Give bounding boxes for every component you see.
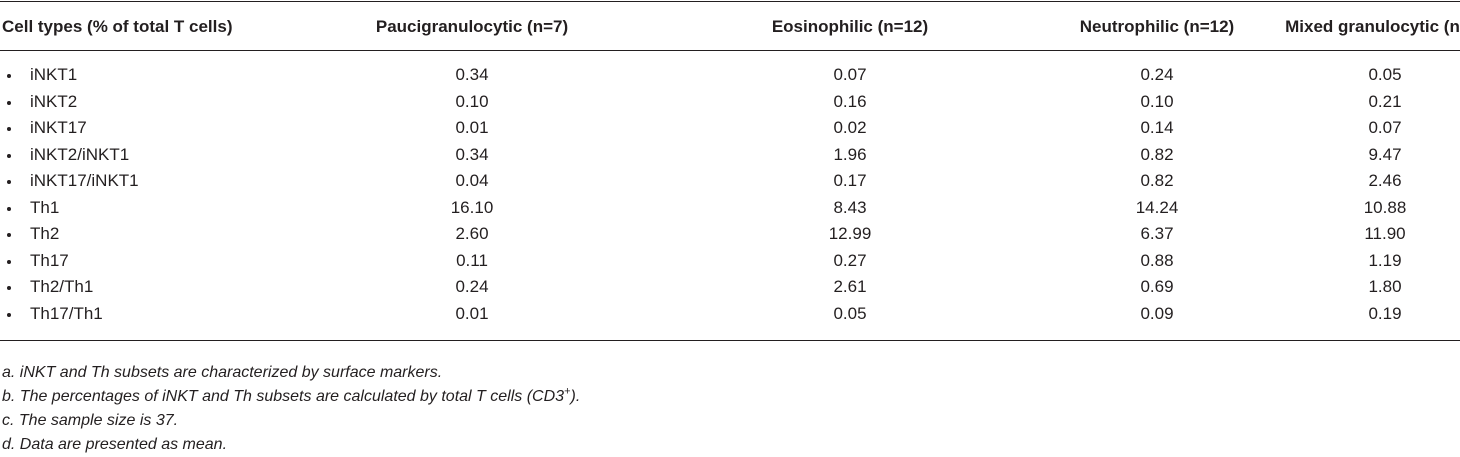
cell-value: 0.16 (833, 91, 867, 111)
bullet (7, 259, 11, 264)
row-label: Th17/Th1 (30, 303, 103, 323)
cell-value: 0.01 (455, 303, 489, 323)
cell-value: 12.99 (828, 224, 872, 243)
footnote: d. Data are presented as mean. (2, 435, 227, 455)
cell-value: 0.02 (833, 118, 867, 137)
row-label: iNKT1 (30, 65, 78, 84)
footnote-text: b. The percentages of iNKT and Th subset… (2, 388, 565, 405)
footnote: b. The percentages of iNKT and Th subset… (2, 385, 581, 407)
cell-value: 0.09 (1140, 303, 1174, 323)
row-label: iNKT2/iNKT1 (30, 144, 130, 164)
row-label: Th2 (30, 224, 60, 243)
cell-value: 0.69 (1140, 277, 1174, 296)
cell-value: 9.47 (1368, 144, 1402, 164)
footnote-text: a. iNKT and Th subsets are characterized… (2, 364, 443, 381)
bullet (7, 127, 11, 131)
bullet (7, 180, 11, 184)
footnote-text: c. The sample size is 37. (2, 412, 179, 429)
row-label: iNKT17 (30, 118, 87, 137)
cell-value: 0.27 (833, 250, 867, 270)
cell-value: 10.88 (1363, 197, 1407, 217)
cell-value: 0.21 (1368, 91, 1402, 111)
column-header: Neutrophilic (n=12) (1079, 17, 1235, 36)
row-label: Th2/Th1 (30, 277, 94, 296)
cell-value: 14.24 (1135, 197, 1179, 217)
footnote-text: ). (570, 388, 581, 405)
header-rule (0, 50, 1460, 51)
footnote: c. The sample size is 37. (2, 411, 178, 431)
footnote-text: d. Data are presented as mean. (2, 436, 228, 453)
bottom-rule (0, 340, 1460, 341)
bullet (7, 286, 11, 290)
row-label: Th1 (30, 197, 60, 217)
cell-value: 1.80 (1368, 277, 1402, 296)
cell-value: 0.88 (1140, 250, 1174, 270)
superscript: + (564, 385, 571, 398)
row-label: iNKT17/iNKT1 (30, 171, 139, 190)
row-label: iNKT2 (30, 91, 78, 111)
cell-value: 0.01 (455, 118, 489, 137)
bullet (7, 312, 11, 317)
column-header: Mixed granulocytic (n=6) (1285, 17, 1460, 36)
bullet (7, 100, 11, 105)
cell-value: 2.46 (1368, 171, 1402, 190)
column-header: Cell types (% of total T cells) (2, 17, 233, 36)
cell-value: 0.14 (1140, 118, 1174, 137)
cell-value: 0.07 (1368, 118, 1402, 137)
cell-value: 0.11 (456, 250, 488, 270)
column-header: Eosinophilic (n=12) (771, 17, 929, 36)
bullet (7, 206, 11, 211)
cell-value: 0.34 (455, 144, 489, 164)
cell-value: 0.07 (833, 65, 867, 84)
cell-value: 6.37 (1140, 224, 1174, 243)
bullet (7, 153, 11, 158)
cell-value: 2.60 (455, 224, 489, 243)
column-header: Paucigranulocytic (n=7) (375, 17, 569, 36)
cell-value: 1.19 (1368, 250, 1402, 270)
cell-value: 11.90 (1364, 224, 1406, 243)
cell-value: 0.17 (833, 171, 867, 190)
cell-value: 0.04 (455, 171, 489, 190)
cell-value: 0.05 (1368, 65, 1402, 84)
cell-value: 0.10 (455, 91, 489, 111)
footnote: a. iNKT and Th subsets are characterized… (2, 363, 442, 383)
top-rule (0, 1, 1460, 2)
cell-value: 0.05 (833, 303, 867, 323)
bullet (7, 74, 11, 78)
cell-value: 0.10 (1140, 91, 1174, 111)
cell-value: 0.82 (1140, 171, 1174, 190)
cell-value: 0.19 (1368, 303, 1402, 323)
cell-value: 1.96 (833, 144, 867, 164)
cell-value: 0.34 (455, 65, 489, 84)
bullet (7, 233, 11, 237)
cell-value: 8.43 (833, 197, 867, 217)
cell-value: 16.10 (450, 197, 494, 217)
cell-value: 0.24 (455, 277, 489, 296)
cell-value: 0.24 (1140, 65, 1174, 84)
row-label: Th17 (30, 250, 69, 270)
cell-value: 2.61 (833, 277, 867, 296)
cell-value: 0.82 (1140, 144, 1174, 164)
